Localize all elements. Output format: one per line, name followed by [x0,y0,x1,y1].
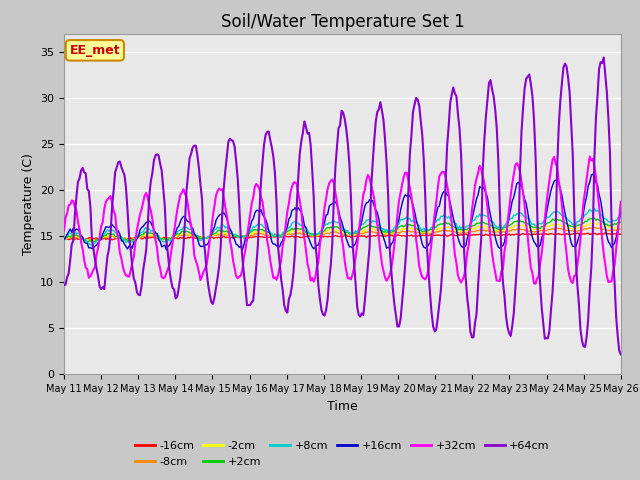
+16cm [588,172,595,178]
-2cm [589,221,596,227]
Line: -16cm: -16cm [64,232,621,240]
-16cm [617,231,625,237]
+64cm [244,302,252,308]
+64cm [586,287,594,292]
-2cm [228,233,236,239]
+32cm [617,199,625,204]
Line: +2cm: +2cm [64,218,621,242]
Legend: -16cm, -8cm, -2cm, +2cm, +8cm, +16cm, +32cm, +64cm: -16cm, -8cm, -2cm, +2cm, +8cm, +16cm, +3… [131,437,554,471]
+8cm [617,213,625,218]
-2cm [88,238,96,244]
+16cm [589,171,596,177]
+32cm [226,238,234,243]
+2cm [130,237,138,243]
Title: Soil/Water Temperature Set 1: Soil/Water Temperature Set 1 [221,12,464,31]
+8cm [305,230,313,236]
-8cm [228,233,236,239]
+16cm [226,226,234,232]
+16cm [255,209,263,215]
+8cm [88,243,96,249]
-8cm [588,225,595,231]
-2cm [130,237,138,242]
+64cm [254,242,262,248]
-16cm [246,234,254,240]
+32cm [244,223,252,228]
+2cm [255,226,263,232]
+8cm [60,238,68,243]
X-axis label: Time: Time [327,400,358,413]
-8cm [60,236,68,242]
+16cm [617,207,625,213]
-8cm [305,232,313,238]
+64cm [226,136,234,142]
-2cm [60,236,68,241]
+64cm [60,282,68,288]
-8cm [255,231,263,237]
-16cm [588,231,595,237]
-8cm [90,238,97,243]
+8cm [228,230,236,236]
Line: -8cm: -8cm [64,227,621,240]
+8cm [588,208,595,214]
+32cm [254,183,262,189]
+16cm [305,236,313,242]
Line: -2cm: -2cm [64,223,621,241]
+32cm [60,228,68,233]
-2cm [255,229,263,235]
-8cm [246,233,254,239]
+64cm [600,55,607,60]
+32cm [532,281,540,287]
+2cm [83,239,91,245]
-2cm [588,220,595,226]
+32cm [589,156,596,162]
-16cm [228,234,236,240]
Line: +16cm: +16cm [64,174,621,250]
-2cm [617,222,625,228]
Text: EE_met: EE_met [70,44,120,57]
-8cm [617,226,625,232]
+2cm [60,236,68,242]
+8cm [591,205,598,211]
-16cm [305,233,313,239]
+16cm [129,245,136,251]
-16cm [130,235,138,241]
+16cm [246,224,254,230]
+8cm [130,239,138,245]
+32cm [129,260,136,266]
+2cm [591,216,598,221]
+2cm [588,216,595,221]
+16cm [60,237,68,242]
Line: +8cm: +8cm [64,208,621,246]
Y-axis label: Temperature (C): Temperature (C) [22,153,35,255]
Line: +64cm: +64cm [64,58,621,354]
+2cm [305,230,313,236]
+2cm [246,229,254,235]
-16cm [614,229,621,235]
-8cm [130,235,138,241]
+32cm [586,154,594,159]
+8cm [255,222,263,228]
-2cm [246,231,254,237]
+64cm [303,131,311,136]
+2cm [228,230,236,236]
-16cm [70,237,77,243]
-2cm [305,231,313,237]
+16cm [239,247,246,253]
Line: +32cm: +32cm [64,156,621,284]
+8cm [246,228,254,233]
+64cm [129,264,136,269]
-8cm [591,224,598,230]
+64cm [617,351,625,357]
-16cm [60,237,68,242]
-16cm [255,234,263,240]
+32cm [303,261,311,267]
+2cm [617,219,625,225]
